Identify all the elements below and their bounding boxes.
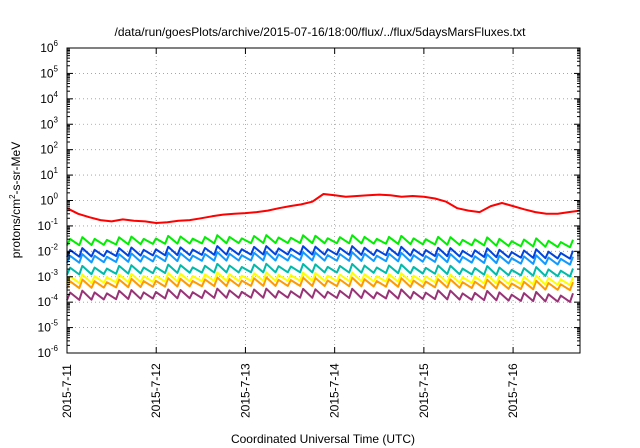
y-axis-label-superscript: 2: [8, 194, 17, 199]
y-tick-exponent: 6: [54, 39, 59, 48]
y-tick-exponent: 5: [54, 64, 59, 73]
y-tick-base: 10: [40, 143, 54, 157]
y-tick-label: 10-4: [38, 293, 59, 309]
x-tick-label: 2015-7-13: [238, 363, 252, 418]
y-tick-exponent: -3: [51, 268, 59, 277]
y-tick-exponent: -6: [51, 344, 59, 353]
series-line-4: [66, 251, 574, 266]
y-tick-exponent: -5: [51, 319, 59, 328]
y-tick-base: 10: [40, 41, 54, 55]
grid: [67, 48, 580, 353]
y-tick-exponent: 3: [54, 115, 59, 124]
y-tick-exponent: 4: [54, 90, 59, 99]
x-tick-label: 2015-7-11: [60, 364, 74, 418]
y-tick-exponent: 1: [54, 166, 59, 175]
series-line-2: [66, 271, 574, 287]
y-tick-base: 10: [38, 244, 52, 258]
y-tick-label: 10-5: [38, 319, 59, 335]
y-tick-exponent: -2: [51, 242, 59, 251]
y-tick-label: 10-6: [38, 344, 59, 360]
series-line-3: [66, 262, 574, 278]
y-tick-label: 102: [40, 141, 58, 157]
series-layer: [66, 193, 581, 303]
y-tick-base: 10: [40, 92, 54, 106]
y-tick-label: 104: [40, 90, 58, 106]
y-tick-label: 103: [40, 115, 58, 131]
x-tick-label: 2015-7-14: [328, 363, 342, 418]
y-axis-label: protons/cm2-s-sr-MeV: [8, 142, 23, 258]
y-ticks: 10-610-510-410-310-210-11001011021031041…: [38, 39, 580, 360]
series-line-0: [66, 287, 574, 303]
x-axis-label: Coordinated Universal Time (UTC): [231, 432, 415, 446]
series-line-1: [66, 276, 574, 292]
y-tick-label: 106: [40, 39, 58, 55]
y-tick-exponent: -1: [51, 217, 59, 226]
x-tick-label: 2015-7-12: [149, 363, 163, 418]
y-axis-label-suffix: -s-sr-MeV: [9, 142, 23, 195]
y-tick-label: 100: [40, 192, 58, 208]
y-tick-base: 10: [38, 270, 52, 284]
x-tick-label: 2015-7-15: [417, 363, 431, 418]
y-tick-base: 10: [38, 219, 52, 233]
x-ticks: 2015-7-11 2015-7-12 2015-7-13 2015-7-14 2015…: [60, 48, 520, 418]
y-tick-label: 10-1: [38, 217, 59, 233]
y-tick-exponent: 2: [54, 141, 59, 150]
y-tick-base: 10: [38, 295, 52, 309]
series-line-5: [66, 245, 574, 260]
series-line-6: [66, 234, 574, 249]
y-axis-label-prefix: protons/cm: [9, 199, 23, 258]
y-tick-base: 10: [38, 321, 52, 335]
y-tick-base: 10: [40, 117, 54, 131]
y-tick-exponent: -4: [51, 293, 59, 302]
y-tick-label: 105: [40, 64, 58, 80]
x-tick-label: 2015-7-16: [506, 363, 520, 418]
y-tick-base: 10: [40, 194, 54, 208]
y-tick-label: 10-3: [38, 268, 59, 284]
y-tick-base: 10: [40, 66, 54, 80]
y-tick-base: 10: [40, 168, 54, 182]
chart-title: /data/run/goesPlots/archive/2015-07-16/1…: [115, 25, 527, 39]
y-tick-base: 10: [38, 346, 52, 360]
y-tick-exponent: 0: [54, 192, 59, 201]
y-tick-label: 10-2: [38, 242, 59, 258]
series-line-7: [66, 193, 581, 224]
y-tick-label: 101: [40, 166, 58, 182]
